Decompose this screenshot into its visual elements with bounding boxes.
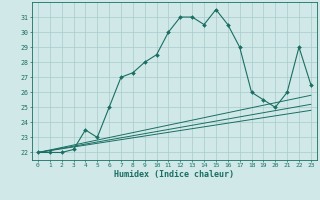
X-axis label: Humidex (Indice chaleur): Humidex (Indice chaleur) — [115, 170, 234, 179]
